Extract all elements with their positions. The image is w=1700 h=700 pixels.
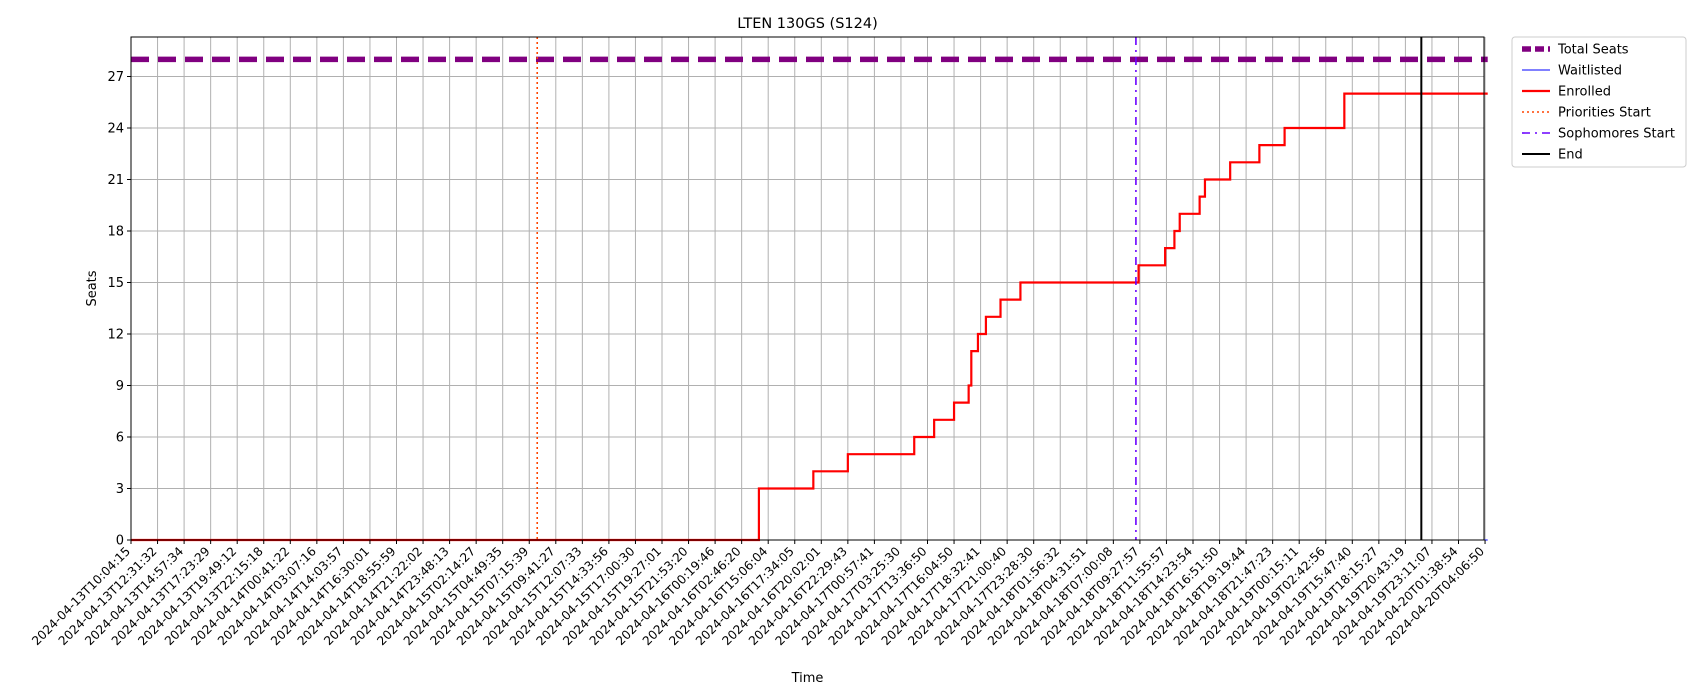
grid — [130, 37, 1486, 541]
legend-box — [1511, 36, 1687, 168]
y-tick-label: 0 — [116, 534, 124, 549]
y-axis: 0 3 6 9 12 15 18 21 24 27 — [107, 70, 131, 549]
y-tick-label: 12 — [107, 327, 124, 342]
legend: Total Seats Waitlisted Enrolled Priorities … — [1511, 36, 1687, 168]
legend-label: Total Seats — [1557, 43, 1629, 58]
legend-label: Enrolled — [1558, 85, 1611, 100]
y-tick-label: 3 — [116, 482, 124, 497]
x-axis-label: Time — [791, 671, 824, 686]
plot-frame — [130, 36, 1485, 541]
x-axis: 2024-04-13T10:04:152024-04-13T12:31:3220… — [29, 540, 1487, 648]
legend-label: Waitlisted — [1558, 64, 1622, 79]
y-tick-label: 15 — [107, 276, 124, 291]
y-tick-label: 24 — [107, 121, 124, 136]
series-enrolled-line — [131, 92, 1488, 542]
y-tick-label: 27 — [107, 70, 124, 85]
legend-label: Priorities Start — [1558, 106, 1651, 121]
series-layer — [131, 37, 1488, 542]
chart-title: LTEN 130GS (S124) — [737, 16, 877, 32]
y-axis-label: Seats — [85, 270, 100, 306]
legend-label: Sophomores Start — [1558, 127, 1675, 142]
y-tick-label: 9 — [116, 379, 124, 394]
legend-label: End — [1558, 148, 1583, 163]
y-tick-label: 6 — [116, 430, 124, 445]
y-tick-label: 21 — [107, 173, 124, 188]
y-tick-label: 18 — [107, 224, 124, 239]
